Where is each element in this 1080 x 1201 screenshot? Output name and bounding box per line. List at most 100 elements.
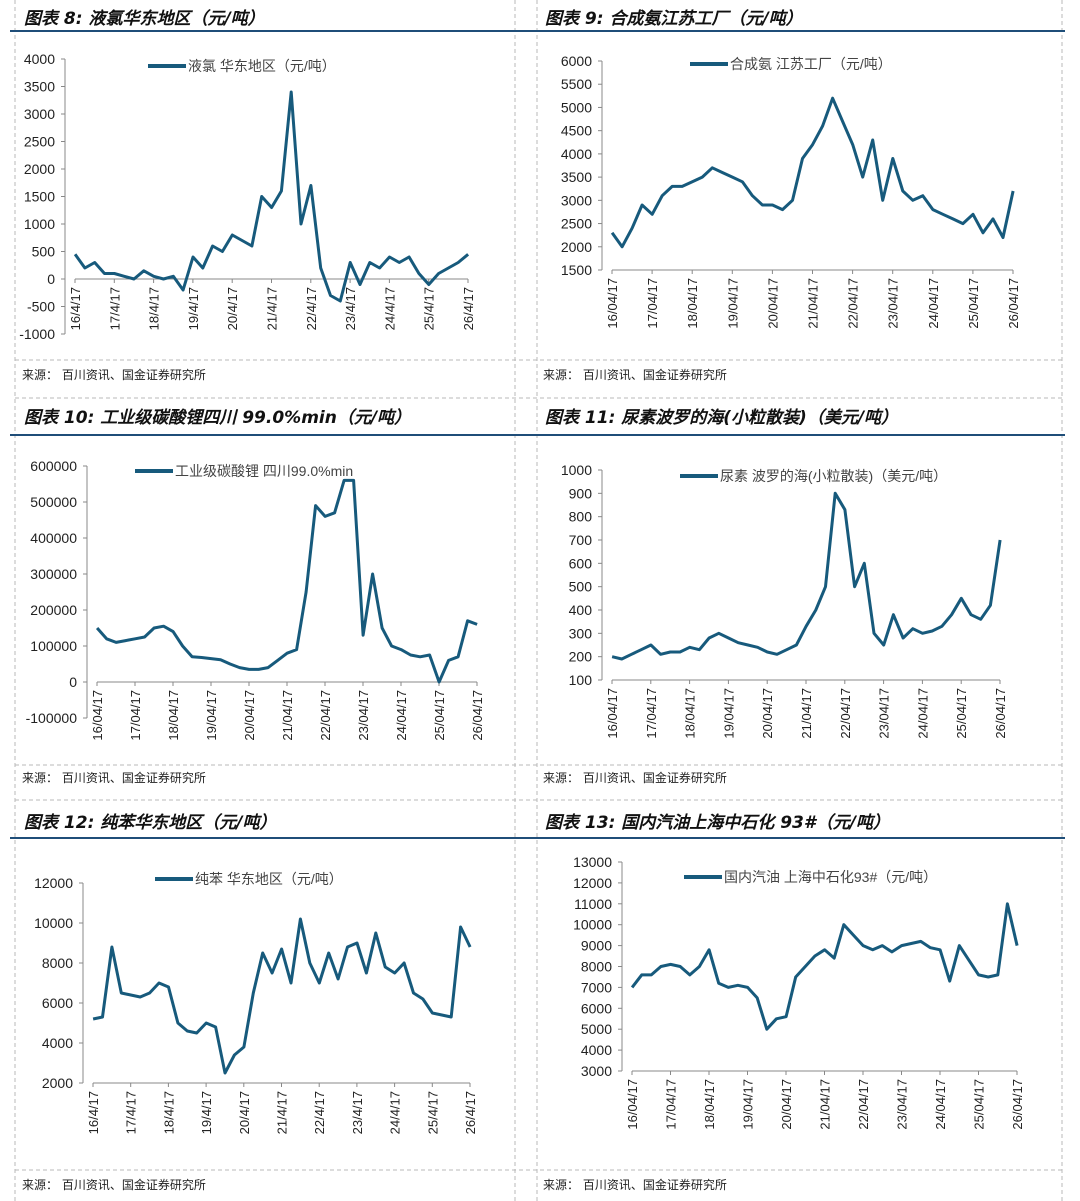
x-tick-label: 17/04/17 [645, 278, 660, 329]
x-tick-label: 18/04/17 [166, 690, 181, 741]
x-tick-label: 23/04/17 [356, 690, 371, 741]
x-tick-label: 17/04/17 [128, 690, 143, 741]
chart-title: 图表 12: 纯苯华东地区（元/吨） [24, 813, 277, 833]
y-tick-label: 1500 [561, 262, 592, 278]
y-tick-label: 2000 [24, 161, 55, 177]
x-tick-label: 24/4/17 [382, 287, 397, 330]
x-tick-label: 21/04/17 [799, 688, 814, 739]
y-tick-label: 12000 [34, 875, 73, 891]
x-tick-label: 23/04/17 [877, 688, 892, 739]
y-tick-label: 800 [569, 509, 593, 525]
y-tick-label: 4500 [561, 123, 592, 139]
y-tick-label: 2500 [561, 216, 592, 232]
y-tick-label: 1000 [561, 462, 592, 478]
y-tick-label: 4000 [24, 51, 55, 67]
x-tick-label: 23/4/17 [343, 287, 358, 330]
y-tick-label: 5000 [581, 1021, 612, 1037]
chart-title: 图表 9: 合成氨江苏工厂（元/吨） [545, 9, 803, 29]
x-tick-label: 26/04/17 [993, 688, 1008, 739]
x-tick-label: 23/04/17 [886, 278, 901, 329]
x-tick-label: 18/04/17 [685, 278, 700, 329]
y-tick-label: 4000 [581, 1042, 612, 1058]
y-tick-label: 10000 [573, 917, 612, 933]
x-tick-label: 24/4/17 [388, 1091, 403, 1134]
x-tick-label: 19/4/17 [186, 287, 201, 330]
y-tick-label: 11000 [574, 896, 612, 912]
y-tick-label: 7000 [581, 979, 612, 995]
y-tick-label: 4000 [561, 146, 592, 162]
y-tick-label: 700 [569, 532, 593, 548]
x-tick-label: 21/4/17 [265, 287, 280, 330]
y-tick-label: 3000 [561, 192, 592, 208]
y-tick-label: 4000 [42, 1035, 73, 1051]
x-tick-label: 16/04/17 [605, 278, 620, 329]
y-tick-label: 600 [569, 555, 593, 571]
y-tick-label: 100 [569, 672, 593, 688]
x-tick-label: 18/04/17 [702, 1079, 717, 1130]
source-note: 来源： 百川资讯、国金证券研究所 [22, 1178, 206, 1192]
y-tick-label: 8000 [42, 955, 73, 971]
y-tick-label: 12000 [573, 875, 612, 891]
y-tick-label: 500000 [30, 494, 77, 510]
legend-label: 工业级碳酸锂 四川99.0%min [175, 463, 353, 479]
x-tick-label: 26/04/17 [1010, 1079, 1025, 1130]
x-tick-label: 17/4/17 [124, 1091, 139, 1134]
x-tick-label: 20/04/17 [760, 688, 775, 739]
y-tick-label: 8000 [581, 959, 612, 975]
y-tick-label: 500 [569, 579, 593, 595]
y-tick-label: -1000 [19, 326, 55, 342]
chart-title: 图表 8: 液氯华东地区（元/吨） [24, 9, 265, 29]
y-tick-label: -500 [27, 299, 55, 315]
x-tick-label: 20/04/17 [779, 1079, 794, 1130]
y-tick-label: 3000 [581, 1063, 612, 1079]
x-tick-label: 24/04/17 [926, 278, 941, 329]
x-tick-label: 22/04/17 [838, 688, 853, 739]
series-line [73, 90, 470, 303]
y-tick-label: 1500 [24, 189, 55, 205]
x-tick-label: 25/04/17 [954, 688, 969, 739]
x-tick-label: 25/04/17 [432, 690, 447, 741]
chart-title: 图表 13: 国内汽油上海中石化 93#（元/吨） [545, 813, 890, 833]
source-note: 来源： 百川资讯、国金证券研究所 [22, 368, 206, 382]
y-tick-label: 1000 [24, 216, 55, 232]
y-tick-label: 400000 [30, 530, 77, 546]
y-tick-label: 10000 [34, 915, 73, 931]
source-note: 来源： 百川资讯、国金证券研究所 [543, 1178, 727, 1192]
x-tick-label: 26/4/17 [461, 287, 476, 330]
y-tick-label: 500 [32, 244, 56, 260]
x-tick-label: 21/04/17 [280, 690, 295, 741]
source-note: 来源： 百川资讯、国金证券研究所 [543, 771, 727, 785]
series-line [630, 902, 1019, 1031]
y-tick-label: 0 [47, 271, 55, 287]
x-tick-label: 20/4/17 [225, 287, 240, 330]
x-tick-label: 26/04/17 [470, 690, 485, 741]
x-tick-label: 26/04/17 [1006, 278, 1021, 329]
y-tick-label: 13000 [573, 854, 612, 870]
x-tick-label: 21/04/17 [818, 1079, 833, 1130]
series-line [610, 96, 1015, 249]
x-tick-label: 25/04/17 [966, 278, 981, 329]
y-tick-label: 100000 [30, 638, 77, 654]
x-tick-label: 20/4/17 [237, 1091, 252, 1134]
legend-label: 国内汽油 上海中石化93#（元/吨） [724, 869, 937, 885]
x-tick-label: 25/4/17 [422, 287, 437, 330]
y-tick-label: 400 [569, 602, 593, 618]
y-tick-label: 2000 [42, 1075, 73, 1091]
y-tick-label: 3500 [561, 169, 592, 185]
legend-label: 液氯 华东地区（元/吨） [188, 58, 336, 74]
y-tick-label: -100000 [26, 710, 78, 726]
x-tick-label: 16/04/17 [625, 1079, 640, 1130]
chart-title: 图表 10: 工业级碳酸锂四川 99.0%min（元/吨） [24, 408, 412, 428]
x-tick-label: 18/4/17 [161, 1091, 176, 1134]
x-tick-label: 16/04/17 [90, 690, 105, 741]
y-tick-label: 2000 [561, 239, 592, 255]
x-tick-label: 24/04/17 [915, 688, 930, 739]
x-tick-label: 20/04/17 [765, 278, 780, 329]
x-tick-label: 17/04/17 [644, 688, 659, 739]
x-tick-label: 22/04/17 [856, 1079, 871, 1130]
x-tick-label: 22/04/17 [318, 690, 333, 741]
x-tick-label: 23/4/17 [350, 1091, 365, 1134]
y-tick-label: 3500 [24, 79, 55, 95]
series-line [95, 478, 478, 684]
